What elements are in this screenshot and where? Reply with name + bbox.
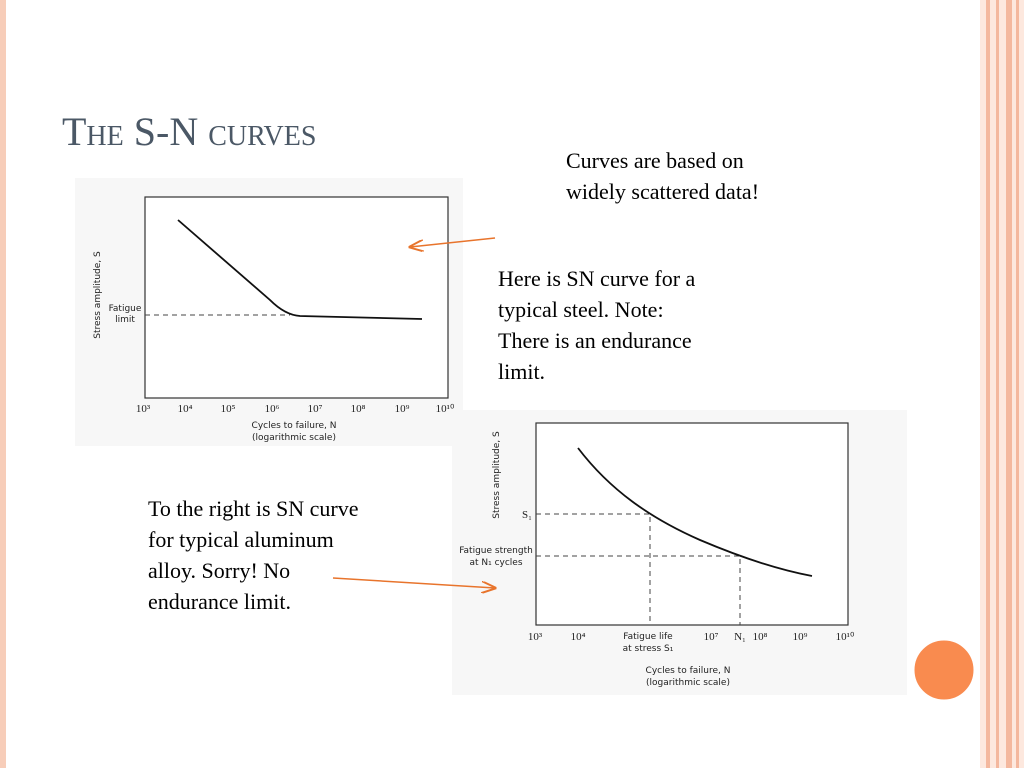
x-axis-label: Cycles to failure, N [646, 666, 731, 676]
x-tick-label: 10³ [136, 403, 151, 415]
note-line: widely scattered data! [566, 179, 759, 204]
note-line: Here is SN curve for a [498, 266, 696, 291]
x-tick-label: 10³ [528, 631, 543, 643]
x-tick-label: 10⁷ [704, 631, 719, 643]
level-label: at N₁ cycles [469, 558, 522, 568]
x-axis-label: (logarithmic scale) [646, 678, 730, 688]
note-line: endurance limit. [148, 589, 291, 614]
notes: Curves are based on widely scattered data… [148, 148, 759, 614]
x-tick-label: N₁ [734, 631, 746, 643]
y-axis-label: Stress amplitude, S [93, 251, 103, 339]
note-line: limit. [498, 359, 545, 384]
arrow [410, 237, 496, 247]
life-label: at stress S₁ [623, 644, 674, 654]
note-line: alloy. Sorry! No [148, 558, 290, 583]
y-axis-label: Stress amplitude, S [492, 431, 502, 519]
x-tick-label: 10⁴ [571, 631, 586, 643]
x-axis-label: (logarithmic scale) [252, 433, 336, 443]
x-tick-label: 10¹⁰ [836, 631, 855, 643]
x-tick-label: 10⁵ [221, 403, 236, 415]
plot-frame [535, 422, 849, 626]
x-tick-label: 10⁹ [395, 403, 410, 415]
stripe [1006, 0, 1012, 768]
note-line: Curves are based on [566, 148, 744, 173]
x-tick-label: 10⁸ [753, 631, 768, 643]
level-label: Fatigue [109, 304, 142, 314]
plot-frame [144, 196, 449, 399]
note-line: for typical aluminum [148, 527, 334, 552]
x-tick-label: 10⁹ [793, 631, 808, 643]
slide-title: The S-N curves [62, 109, 316, 154]
stripe [986, 0, 990, 768]
x-tick-label: 10⁶ [265, 403, 280, 415]
x-axis-label: Cycles to failure, N [252, 421, 337, 431]
arrow [332, 577, 495, 588]
note-line: To the right is SN curve [148, 496, 358, 521]
x-tick-label: 10¹⁰ [436, 403, 455, 415]
level-label: Fatigue strength [459, 546, 533, 556]
left-border [0, 0, 6, 768]
stripe [996, 0, 999, 768]
dashed-guide [536, 513, 741, 625]
level-label: limit [115, 315, 135, 325]
x-tick-label: 10⁷ [308, 403, 323, 415]
stress-label: S₁ [522, 509, 532, 521]
stripe [1016, 0, 1019, 768]
note-line: There is an endurance [498, 328, 692, 353]
curve [177, 219, 423, 320]
decor-circle [911, 637, 977, 703]
figure-labels: 10³ 10⁴ 10⁵ 10⁶ 10⁷ 10⁸ 10⁹ 10¹⁰ Stress amplitud… [93, 251, 855, 688]
x-tick-label: 10⁴ [178, 403, 193, 415]
note-line: typical steel. Note: [498, 297, 664, 322]
x-tick-label: 10⁸ [351, 403, 366, 415]
life-label: Fatigue life [623, 632, 673, 642]
curve [577, 447, 813, 577]
